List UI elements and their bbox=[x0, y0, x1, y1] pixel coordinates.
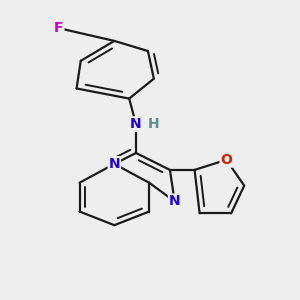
Text: F: F bbox=[54, 21, 64, 35]
Text: N: N bbox=[109, 157, 120, 171]
Text: O: O bbox=[220, 153, 232, 167]
Text: N: N bbox=[130, 117, 142, 131]
Text: H: H bbox=[148, 117, 159, 131]
Text: N: N bbox=[169, 194, 181, 208]
